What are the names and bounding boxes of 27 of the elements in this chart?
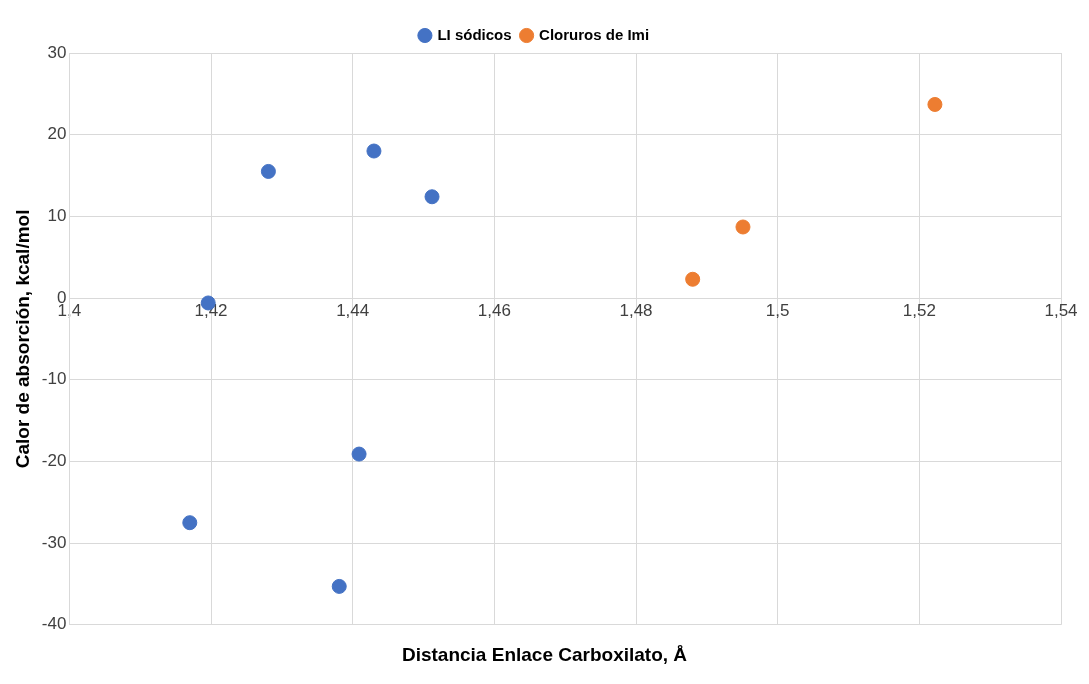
x-tick-label: 1,54 [1044, 300, 1078, 320]
point [424, 189, 440, 205]
x-tick-label: 1,44 [336, 300, 370, 320]
point [927, 96, 943, 112]
y-tick-label: -30 [41, 532, 67, 552]
x-tick-label: 1,48 [619, 300, 653, 320]
point [331, 578, 347, 594]
x-axis-title: Distancia Enlace Carboxilato, Å [400, 644, 689, 666]
point [735, 219, 751, 235]
y-tick-label: 10 [47, 206, 67, 226]
point [260, 163, 276, 179]
y-axis-title: Calor de absorción, kcal/mol [11, 209, 33, 469]
point [366, 143, 382, 159]
x-tick-label: 1,52 [902, 300, 936, 320]
point [351, 446, 367, 462]
y-tick-label: -40 [41, 614, 67, 634]
point [182, 515, 198, 531]
point [685, 271, 701, 287]
y-tick-label: 30 [47, 42, 67, 62]
y-tick-label: -10 [41, 369, 67, 389]
legend-label: LI sódicos [437, 25, 512, 43]
y-tick-label: 20 [47, 124, 67, 144]
x-tick-label: 1,46 [477, 300, 511, 320]
legend-label: Cloruros de Imi [539, 25, 650, 43]
y-tick-label: -20 [41, 451, 67, 471]
x-tick-label: 1,42 [194, 300, 228, 320]
x-tick-label: 1,5 [765, 300, 790, 320]
